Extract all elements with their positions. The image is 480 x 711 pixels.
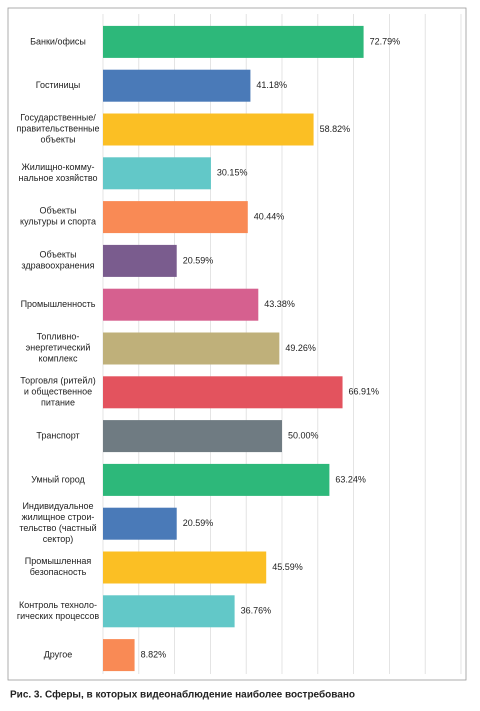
- value-label: 45.59%: [272, 562, 303, 572]
- bar: [103, 25, 364, 58]
- value-label: 49.26%: [285, 343, 316, 353]
- bar: [103, 420, 282, 453]
- value-label: 63.24%: [335, 474, 366, 484]
- value-label: 30.15%: [217, 168, 248, 178]
- value-label: 20.59%: [183, 255, 214, 265]
- bar: [103, 157, 211, 190]
- caption: Рис. 3. Сферы, в которых видеонаблюдение…: [10, 689, 355, 701]
- value-label: 43.38%: [264, 299, 295, 309]
- bar: [103, 376, 343, 409]
- bar: [103, 69, 251, 102]
- category-label: Объекты культуры и спорта: [20, 206, 96, 227]
- category-label: Топливно-энергетический комплекс: [26, 332, 91, 364]
- category-label: Транспорт: [36, 430, 79, 440]
- category-label: Другое: [44, 649, 73, 659]
- category-label: Гостиницы: [36, 80, 81, 90]
- category-label: Государственные/правительственные объекты: [16, 113, 99, 145]
- bar: [103, 332, 280, 365]
- value-label: 20.59%: [183, 518, 214, 528]
- value-label: 41.18%: [256, 80, 287, 90]
- category-label: Умный город: [31, 474, 85, 484]
- value-label: 66.91%: [349, 387, 380, 397]
- category-label: Банки/офисы: [30, 36, 86, 46]
- chart-frame: [7, 7, 467, 681]
- value-label: 40.44%: [254, 211, 285, 221]
- value-label: 8.82%: [141, 649, 167, 659]
- category-label: Жилищно-комму-нальное хозяйство: [18, 162, 97, 183]
- value-label: 58.82%: [320, 124, 351, 134]
- category-label: Промышленная безопасность: [25, 556, 92, 577]
- bar: [103, 639, 135, 672]
- category-label: Объекты здравоохранения: [21, 250, 94, 271]
- bar: [103, 288, 259, 321]
- category-label: Торговля (ритейл) и общественное питание: [20, 376, 95, 408]
- bar: [103, 551, 267, 584]
- category-label: Индивидуальное жилищное строи-тельство (ч…: [19, 502, 96, 545]
- bar: [103, 113, 314, 146]
- category-label: Промышленность: [21, 299, 96, 309]
- bar: [103, 244, 177, 277]
- value-label: 72.79%: [370, 36, 401, 46]
- category-label: Контроль техноло-гических процессов: [17, 600, 100, 621]
- value-label: 36.76%: [241, 606, 272, 616]
- bar: [103, 463, 330, 496]
- value-label: 50.00%: [288, 430, 319, 440]
- bar: [103, 507, 177, 540]
- bar: [103, 595, 235, 628]
- bar: [103, 201, 248, 234]
